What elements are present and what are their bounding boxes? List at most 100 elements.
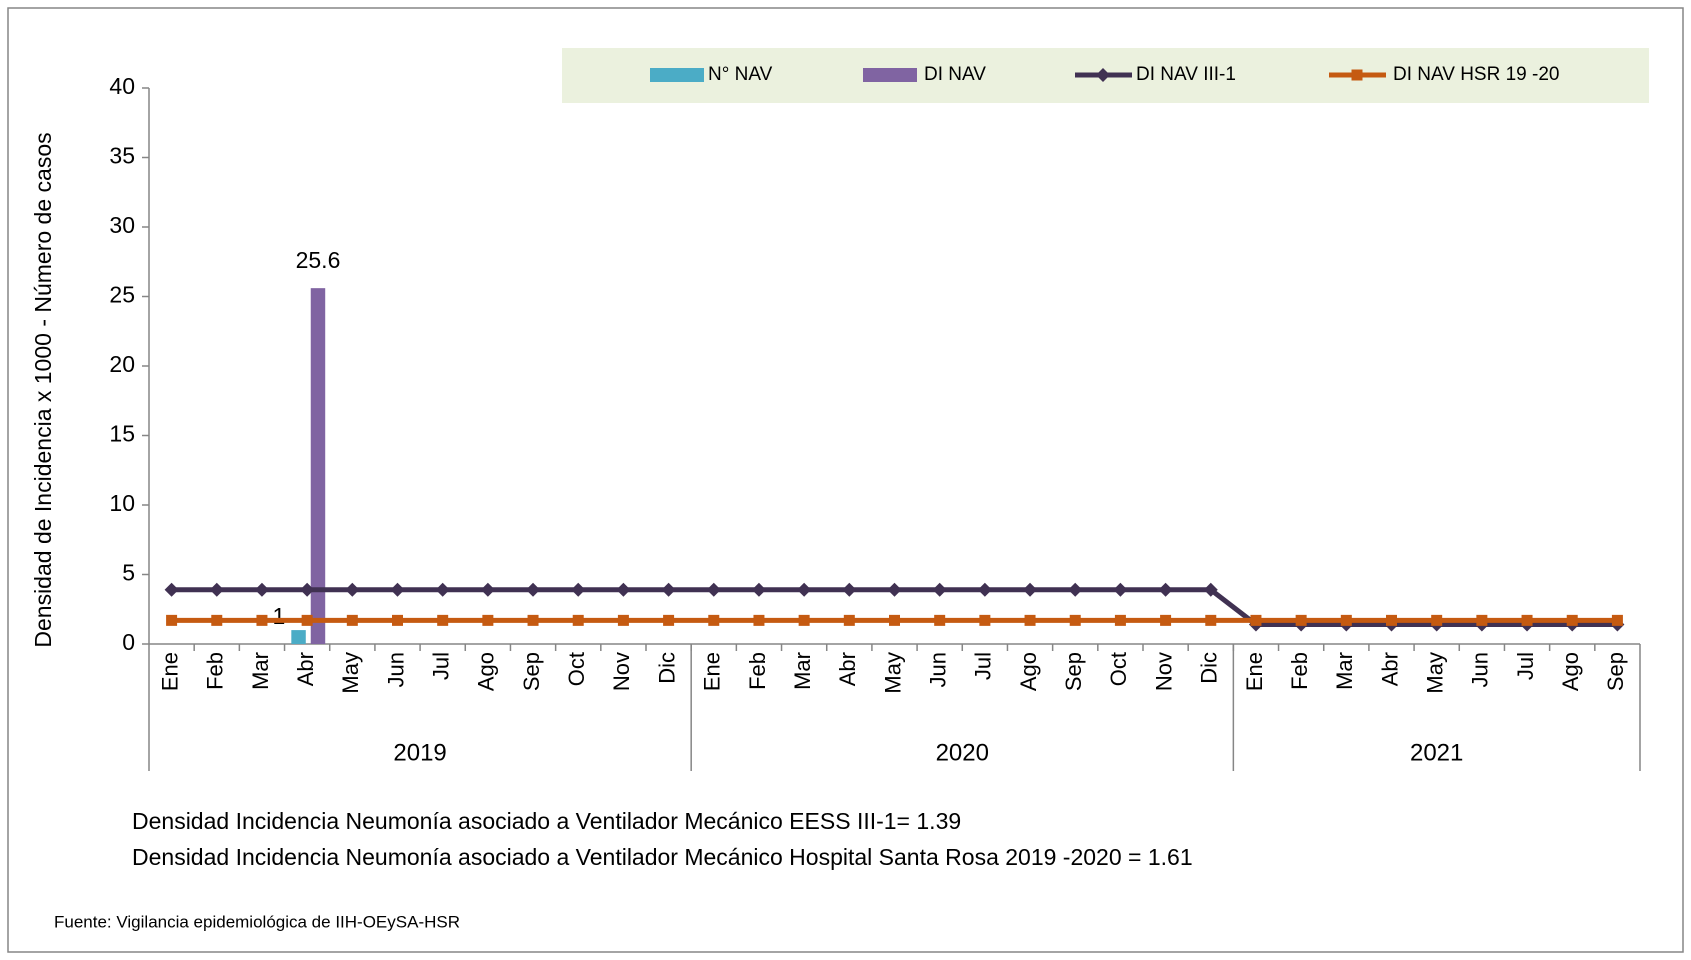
line-marker [1476, 614, 1488, 626]
line-marker [390, 582, 405, 597]
line-marker [211, 614, 223, 626]
x-tick-label: May [338, 652, 363, 694]
x-tick-label: Sep [519, 652, 544, 691]
line-marker [932, 582, 947, 597]
line-marker [843, 614, 855, 626]
line-marker [1205, 614, 1217, 626]
x-tick-label: Ene [700, 652, 725, 691]
data-label: 25.6 [296, 247, 341, 273]
x-tick-label: Oct [564, 652, 589, 686]
legend-label: DI NAV III-1 [1136, 64, 1236, 85]
x-tick-label: Jun [383, 652, 408, 687]
y-tick-label: 35 [109, 143, 135, 169]
x-tick-label: Ago [474, 652, 499, 691]
line-marker [706, 582, 721, 597]
line-marker [527, 614, 539, 626]
line-marker [616, 582, 631, 597]
line-marker [708, 614, 720, 626]
group-label: 2020 [936, 739, 989, 766]
x-tick-label: Abr [1377, 652, 1402, 686]
line-marker [889, 614, 900, 626]
line-marker [1023, 582, 1038, 597]
x-tick-label: Feb [203, 652, 228, 690]
line-marker [1114, 614, 1126, 626]
x-tick-label: Sep [1603, 652, 1628, 691]
line-marker [435, 582, 450, 597]
x-tick-label: Jul [428, 652, 453, 680]
legend-label: N° NAV [708, 64, 773, 85]
legend-label: DI NAV HSR 19 -20 [1393, 64, 1559, 85]
line-marker [392, 614, 403, 626]
legend-label: DI NAV [924, 64, 986, 85]
y-tick-label: 30 [109, 212, 135, 238]
y-tick-label: 25 [109, 282, 135, 308]
line-marker [617, 614, 629, 626]
line-marker [1024, 614, 1036, 626]
line-marker [256, 614, 268, 626]
line-marker [300, 582, 315, 597]
line-marker [1160, 614, 1172, 626]
line-marker [887, 582, 902, 597]
line-marker [797, 582, 812, 597]
line-marker [1386, 614, 1397, 626]
legend-swatch [863, 68, 917, 82]
x-tick-label: Abr [293, 652, 318, 686]
line-marker [437, 614, 449, 626]
x-tick-label: Nov [609, 652, 634, 691]
x-tick-label: Jun [925, 652, 950, 687]
x-tick-label: Feb [745, 652, 770, 690]
x-tick-label: Mar [1332, 652, 1357, 690]
line-marker [1250, 614, 1262, 626]
x-tick-label: Ene [157, 652, 182, 691]
line-marker [480, 582, 495, 597]
x-tick-label: May [1422, 652, 1447, 694]
line-marker [1431, 614, 1443, 626]
x-tick-label: Ago [1558, 652, 1583, 691]
line-marker [1295, 614, 1307, 626]
y-tick-label: 40 [109, 73, 135, 99]
x-tick-label: Abr [835, 652, 860, 686]
line-marker [934, 614, 946, 626]
line-marker [979, 614, 991, 626]
x-tick-label: Dic [654, 652, 679, 684]
note: Densidad Incidencia Neumonía asociado a … [132, 844, 1193, 870]
line-marker [1521, 614, 1533, 626]
line-marker [842, 582, 857, 597]
x-tick-label: Dic [1197, 652, 1222, 684]
line-marker [751, 582, 766, 597]
line-marker [254, 582, 269, 597]
line-marker [209, 582, 224, 597]
line-marker [1068, 582, 1083, 597]
x-tick-label: May [880, 652, 905, 694]
y-tick-label: 15 [109, 421, 135, 447]
y-tick-label: 10 [109, 490, 135, 516]
line-marker [798, 614, 810, 626]
x-tick-label: Mar [248, 652, 273, 690]
x-tick-label: Ene [1242, 652, 1267, 691]
line-marker [1203, 582, 1218, 597]
x-tick-label: Jul [971, 652, 996, 680]
line-marker [164, 582, 179, 597]
line-marker [482, 614, 494, 626]
x-tick-label: Nov [1151, 652, 1176, 691]
y-tick-label: 20 [109, 351, 135, 377]
line-marker [977, 582, 992, 597]
y-axis-label: Densidad de Incidencia x 1000 - Número d… [30, 132, 56, 647]
line-marker [166, 614, 178, 626]
line-marker [346, 614, 358, 626]
group-label: 2021 [1410, 739, 1463, 766]
x-tick-label: Jun [1468, 652, 1493, 687]
data-label: 1 [273, 603, 286, 629]
legend-marker [1096, 68, 1110, 82]
line-marker [661, 582, 676, 597]
line-marker [1158, 582, 1173, 597]
x-tick-label: Mar [790, 652, 815, 690]
x-tick-label: Sep [1061, 652, 1086, 691]
line-marker [345, 582, 360, 597]
chart-frame [7, 7, 1684, 953]
line-marker [301, 614, 313, 626]
line-marker [663, 614, 675, 626]
source: Fuente: Vigilancia epidemiológica de IIH… [54, 912, 460, 931]
x-tick-label: Feb [1287, 652, 1312, 690]
